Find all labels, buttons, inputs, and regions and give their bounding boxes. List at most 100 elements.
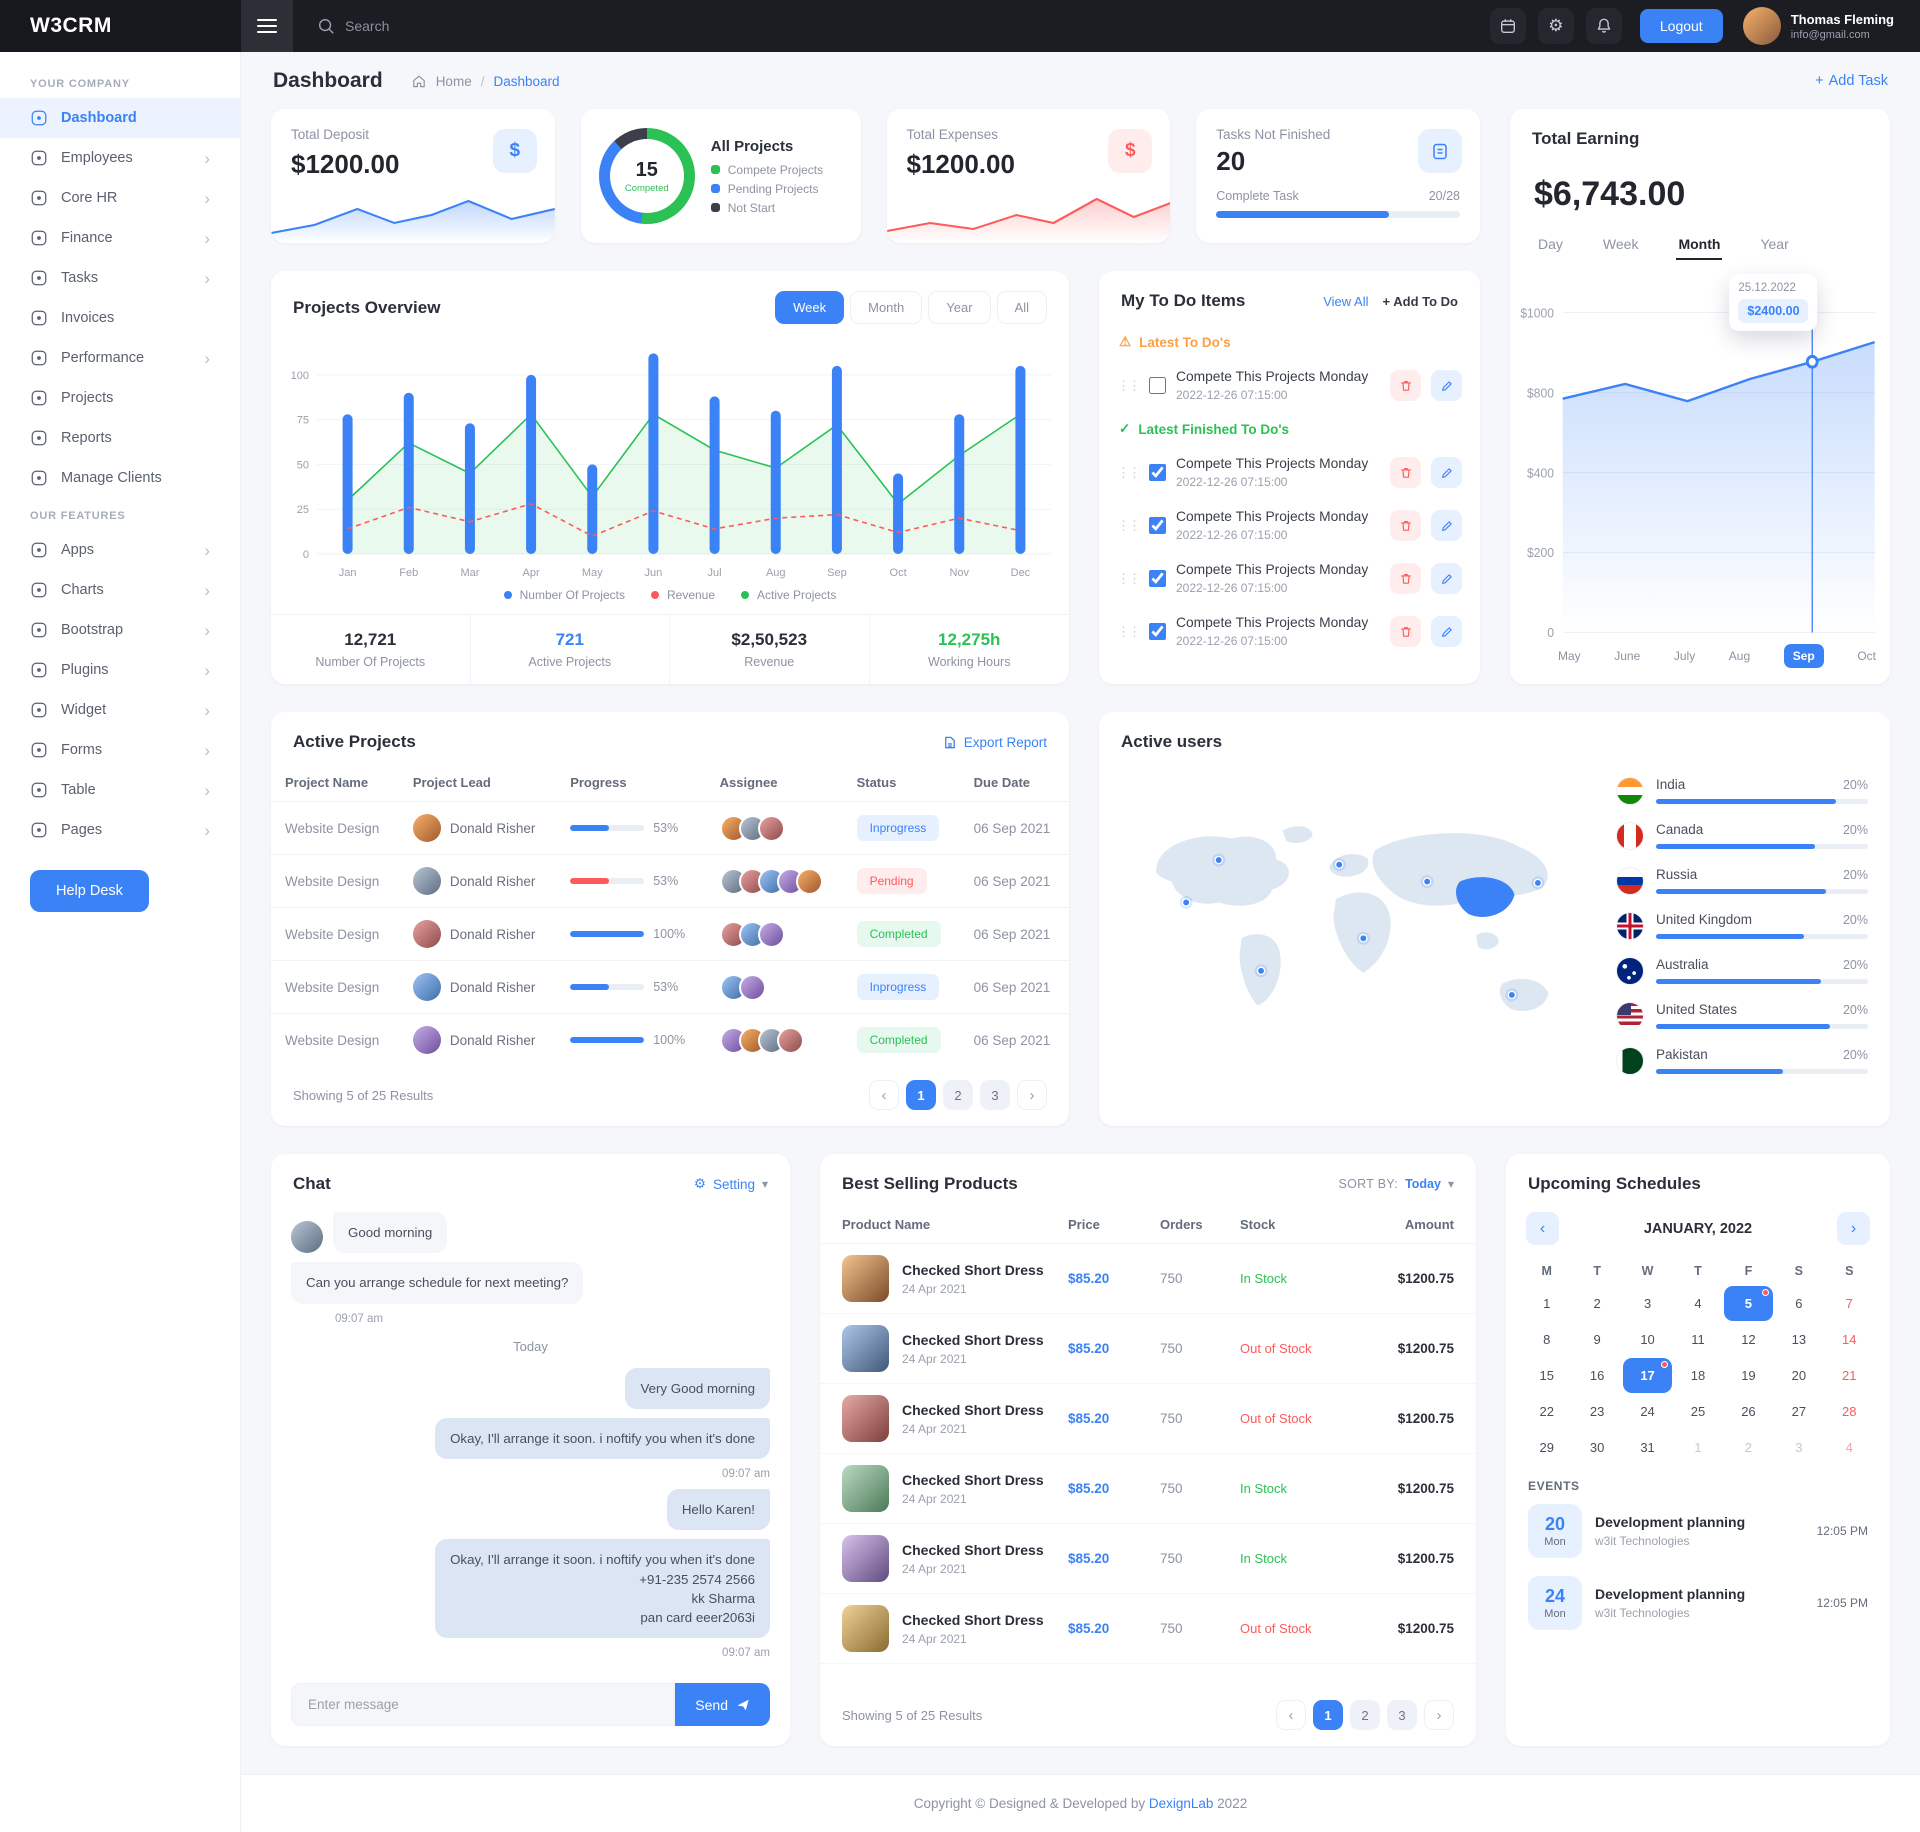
message-input[interactable] xyxy=(291,1683,676,1727)
products-next-page-button[interactable]: › xyxy=(1424,1700,1454,1731)
edit-button[interactable] xyxy=(1431,616,1462,647)
calendar-day[interactable]: 11 xyxy=(1691,1332,1705,1347)
edit-button[interactable] xyxy=(1431,563,1462,594)
delete-button[interactable] xyxy=(1390,616,1421,647)
sort-control[interactable]: SORT BY: Today ▾ xyxy=(1338,1177,1454,1191)
calendar-day[interactable]: 15 xyxy=(1539,1368,1554,1383)
user-menu[interactable]: Thomas Fleming info@gmail.com xyxy=(1742,7,1894,45)
products-page-button-3[interactable]: 3 xyxy=(1387,1700,1417,1731)
sidebar-item-tasks[interactable]: Tasks › xyxy=(0,258,240,298)
menu-toggle-button[interactable] xyxy=(241,0,293,52)
earning-tab-week[interactable]: Week xyxy=(1601,230,1641,260)
calendar-day[interactable]: 2 xyxy=(1593,1296,1601,1311)
calendar-button[interactable] xyxy=(1489,8,1526,44)
calendar-day[interactable]: 5 xyxy=(1723,1286,1774,1321)
sidebar-item-manage-clients[interactable]: Manage Clients xyxy=(0,458,240,498)
products-page-button-2[interactable]: 2 xyxy=(1350,1700,1380,1731)
todo-checkbox[interactable] xyxy=(1149,377,1166,394)
delete-button[interactable] xyxy=(1390,510,1421,541)
logout-button[interactable]: Logout xyxy=(1639,9,1723,43)
sidebar-item-bootstrap[interactable]: Bootstrap › xyxy=(0,610,240,650)
drag-handle-icon[interactable]: ⋮⋮ xyxy=(1117,570,1141,586)
calendar-day[interactable]: 16 xyxy=(1589,1368,1605,1383)
sidebar-item-employees[interactable]: Employees › xyxy=(0,138,240,178)
calendar-day[interactable]: 14 xyxy=(1842,1332,1857,1347)
calendar-day[interactable]: 17 xyxy=(1622,1358,1673,1393)
calendar-day[interactable]: 2 xyxy=(1744,1440,1753,1455)
todo-checkbox[interactable] xyxy=(1149,517,1166,534)
calendar-day[interactable]: 21 xyxy=(1842,1368,1857,1383)
calendar-day[interactable]: 28 xyxy=(1842,1404,1857,1419)
notifications-button[interactable] xyxy=(1585,8,1622,44)
sidebar-item-reports[interactable]: Reports xyxy=(0,418,240,458)
calendar-day[interactable]: 4 xyxy=(1845,1440,1853,1455)
calendar-day[interactable]: 18 xyxy=(1690,1368,1706,1383)
projects-page-button-3[interactable]: 3 xyxy=(980,1080,1010,1110)
projects-prev-page-button[interactable]: ‹ xyxy=(869,1080,899,1110)
delete-button[interactable] xyxy=(1390,370,1421,401)
calendar-day[interactable]: 4 xyxy=(1694,1296,1702,1311)
drag-handle-icon[interactable]: ⋮⋮ xyxy=(1117,517,1141,533)
sidebar-item-core-hr[interactable]: Core HR › xyxy=(0,178,240,218)
calendar-day[interactable]: 3 xyxy=(1643,1296,1652,1311)
calendar-day[interactable]: 3 xyxy=(1795,1440,1803,1455)
drag-handle-icon[interactable]: ⋮⋮ xyxy=(1117,464,1141,480)
sidebar-item-projects[interactable]: Projects xyxy=(0,378,240,418)
edit-button[interactable] xyxy=(1431,457,1462,488)
home-icon[interactable] xyxy=(411,73,427,89)
chat-settings-button[interactable]: ⚙ Setting ▾ xyxy=(694,1176,768,1192)
sidebar-item-invoices[interactable]: Invoices xyxy=(0,298,240,338)
calendar-day[interactable]: 8 xyxy=(1543,1332,1551,1347)
delete-button[interactable] xyxy=(1390,457,1421,488)
calendar-day[interactable]: 9 xyxy=(1593,1332,1601,1347)
calendar-day[interactable]: 19 xyxy=(1741,1368,1756,1383)
overview-tab-year[interactable]: Year xyxy=(928,291,991,324)
drag-handle-icon[interactable]: ⋮⋮ xyxy=(1117,377,1141,393)
todo-checkbox[interactable] xyxy=(1149,623,1166,640)
calendar-day[interactable]: 20 xyxy=(1791,1368,1807,1383)
products-prev-page-button[interactable]: ‹ xyxy=(1276,1700,1306,1731)
send-button[interactable]: Send xyxy=(675,1683,770,1727)
projects-next-page-button[interactable]: › xyxy=(1017,1080,1047,1110)
sidebar-item-finance[interactable]: Finance › xyxy=(0,218,240,258)
breadcrumb-home[interactable]: Home xyxy=(435,73,472,89)
sidebar-item-dashboard[interactable]: Dashboard xyxy=(0,98,240,138)
footer-brand-link[interactable]: DexignLab xyxy=(1148,1796,1214,1812)
calendar-day[interactable]: 22 xyxy=(1539,1404,1554,1419)
calendar-day[interactable]: 23 xyxy=(1589,1404,1605,1419)
todo-checkbox[interactable] xyxy=(1149,570,1166,587)
calendar-next-button[interactable]: › xyxy=(1836,1212,1870,1245)
overview-tab-all[interactable]: All xyxy=(996,291,1047,324)
calendar-day[interactable]: 13 xyxy=(1791,1332,1807,1347)
calendar-day[interactable]: 24 xyxy=(1640,1404,1655,1419)
overview-tab-week[interactable]: Week xyxy=(775,291,845,324)
delete-button[interactable] xyxy=(1390,563,1421,594)
products-page-button-1[interactable]: 1 xyxy=(1313,1700,1343,1731)
sidebar-item-plugins[interactable]: Plugins › xyxy=(0,650,240,690)
calendar-day[interactable]: 1 xyxy=(1543,1296,1551,1311)
search-input[interactable] xyxy=(345,18,665,34)
sidebar-item-apps[interactable]: Apps › xyxy=(0,530,240,570)
calendar-day[interactable]: 1 xyxy=(1694,1440,1702,1455)
edit-button[interactable] xyxy=(1431,510,1462,541)
add-task-link[interactable]: + Add Task xyxy=(1815,73,1888,89)
calendar-prev-button[interactable]: ‹ xyxy=(1526,1212,1559,1245)
calendar-day[interactable]: 29 xyxy=(1539,1440,1554,1455)
view-all-link[interactable]: View All xyxy=(1323,293,1369,309)
calendar-day[interactable]: 6 xyxy=(1795,1296,1803,1311)
calendar-day[interactable]: 25 xyxy=(1690,1404,1706,1419)
sidebar-item-widget[interactable]: Widget › xyxy=(0,690,240,730)
earning-tab-year[interactable]: Year xyxy=(1758,230,1790,260)
todo-checkbox[interactable] xyxy=(1149,464,1166,481)
earning-tab-month[interactable]: Month xyxy=(1676,230,1723,260)
calendar-day[interactable]: 27 xyxy=(1791,1404,1807,1419)
calendar-day[interactable]: 12 xyxy=(1741,1332,1756,1347)
earning-xlabel-selected[interactable]: Sep xyxy=(1783,644,1824,668)
calendar-day[interactable]: 10 xyxy=(1640,1332,1655,1347)
calendar-day[interactable]: 31 xyxy=(1640,1440,1655,1455)
sidebar-item-table[interactable]: Table › xyxy=(0,770,240,810)
projects-page-button-1[interactable]: 1 xyxy=(906,1080,936,1110)
sidebar-item-performance[interactable]: Performance › xyxy=(0,338,240,378)
sidebar-item-pages[interactable]: Pages › xyxy=(0,810,240,850)
sidebar-item-forms[interactable]: Forms › xyxy=(0,730,240,770)
